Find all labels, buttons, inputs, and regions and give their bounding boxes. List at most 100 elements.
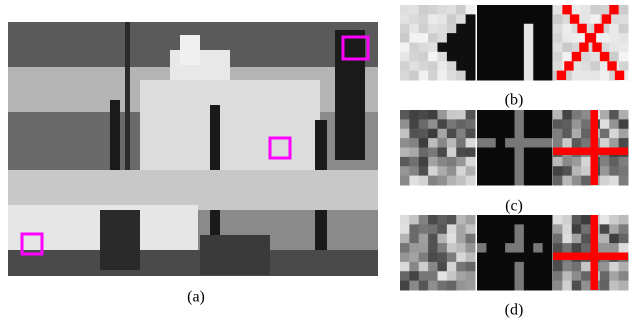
patch-pixel (533, 243, 543, 253)
patch-pixel (400, 148, 410, 158)
patch-pixel (477, 129, 487, 139)
patch-pixel (543, 14, 553, 24)
patch-pixel (447, 243, 457, 253)
patch-pixel (533, 271, 543, 281)
patch-pixel (572, 215, 582, 225)
patch-pixel (619, 224, 629, 234)
funnel (335, 30, 365, 160)
patch-pixel (553, 61, 563, 71)
patch-pixel (533, 234, 543, 244)
patch-pixel (486, 148, 496, 158)
patch-pixel (609, 138, 619, 148)
patch-pixel (533, 119, 543, 129)
patch-pixel (466, 215, 476, 225)
patch-pixel (524, 119, 534, 129)
patch-pixel (572, 157, 582, 167)
patch-pixel (562, 243, 572, 253)
edge-pixel (564, 61, 573, 70)
patch-pixel (400, 71, 410, 81)
patch-pixel (466, 166, 476, 176)
patch-pixel (466, 33, 476, 43)
patch-pixel (619, 24, 629, 34)
patch-pixel (543, 234, 553, 244)
patch-pixel (515, 234, 525, 244)
patch-pixel (600, 215, 610, 225)
patch-pixel (524, 243, 534, 253)
patch-pixel (581, 61, 591, 71)
dock (8, 250, 378, 276)
patch-pixel (543, 253, 553, 263)
patch-pixel (477, 157, 487, 167)
patch-pixel (400, 138, 410, 148)
patch-pixel (533, 14, 543, 24)
patch-pixel (419, 253, 429, 263)
patch-pixel (447, 71, 457, 81)
patch-pixel (581, 5, 591, 15)
edge-pixel (602, 14, 611, 23)
patch-pixel (543, 138, 553, 148)
patch-pixel (486, 224, 496, 234)
patch-pixel (466, 119, 476, 129)
patch-pixel (438, 24, 448, 34)
patch-pixel (409, 215, 419, 225)
patch-pixel (505, 43, 515, 53)
patch-pixel (505, 157, 515, 167)
patch-pixel (419, 33, 429, 43)
people (200, 235, 270, 275)
patch-pixel (409, 110, 419, 120)
patch-pixel (409, 281, 419, 291)
patch-pixel (477, 281, 487, 291)
edge-pixel (557, 71, 566, 80)
patch-pixel (515, 61, 525, 71)
patch-pixel (553, 24, 563, 34)
patch-pixel (428, 119, 438, 129)
patch-pixel (477, 234, 487, 244)
edge-line (553, 253, 628, 261)
patch-pixel (486, 33, 496, 43)
patch-pixel (496, 110, 506, 120)
patch-pixel (515, 262, 525, 272)
patch-pixel (409, 138, 419, 148)
patch-pixel (581, 215, 591, 225)
patch-pixel (609, 119, 619, 129)
patch-pixel (553, 262, 563, 272)
patch-pixel (619, 271, 629, 281)
patch-pixel (515, 71, 525, 81)
patch-pixel (466, 5, 476, 15)
patch-pixel (428, 215, 438, 225)
patch-pixel (609, 176, 619, 186)
patch-pixel (609, 166, 619, 176)
patch-pixel (562, 157, 572, 167)
patch-pixel (543, 148, 553, 158)
patch-pixel (409, 43, 419, 53)
panel-label: (b) (505, 92, 524, 109)
patch-pixel (572, 262, 582, 272)
patch-pixel (562, 234, 572, 244)
deck (8, 170, 378, 210)
patch-pixel (572, 243, 582, 253)
patch-pixel (438, 215, 448, 225)
boat-cabin (140, 80, 320, 170)
patch-pixel (428, 71, 438, 81)
patch-pixel (515, 166, 525, 176)
patch-pixel (562, 271, 572, 281)
patch-pixel (543, 224, 553, 234)
patch-pixel (400, 61, 410, 71)
patch-pixel (428, 5, 438, 15)
patch-pixel (447, 138, 457, 148)
patch-pixel (486, 24, 496, 34)
patch-pixel (609, 234, 619, 244)
panel-label: (d) (505, 302, 524, 319)
patch-pixel (553, 43, 563, 53)
patch-pixel (438, 166, 448, 176)
patch-pixel (505, 138, 515, 148)
patch-pixel (477, 14, 487, 24)
patch-pixel (486, 129, 496, 139)
patch-pixel (609, 43, 619, 53)
patch-pixel (477, 43, 487, 53)
patch-pixel (600, 224, 610, 234)
patch-pixel (591, 71, 601, 81)
patch-pixel (591, 61, 601, 71)
figure: (a) (b) (c) (d) (0, 0, 629, 321)
patch-pixel (456, 129, 466, 139)
